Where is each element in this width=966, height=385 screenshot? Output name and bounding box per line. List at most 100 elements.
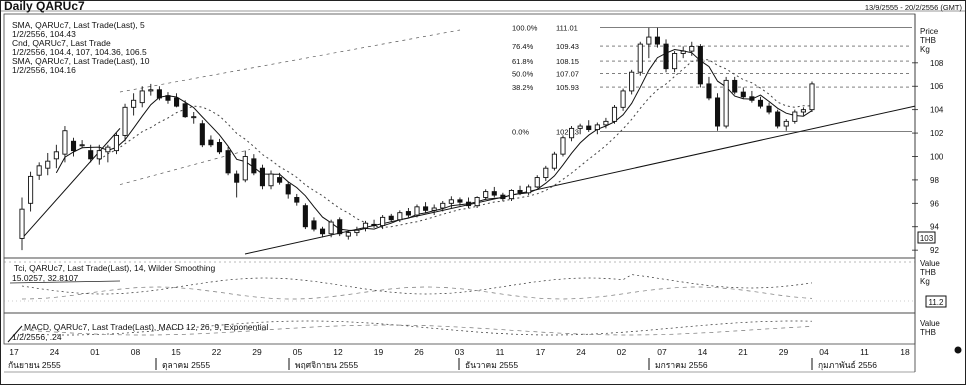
candlestick [654,27,660,48]
candlestick [28,171,34,212]
rally-trendline [21,128,121,239]
candlestick [637,41,643,76]
candlestick [440,200,446,212]
candlestick [182,100,188,118]
candlestick [354,226,360,237]
candlestick [62,126,68,163]
candlestick [96,144,102,165]
candle-body-up [620,90,626,108]
candlestick [534,175,540,189]
candle-body-up [362,222,369,229]
candle-body-up [646,36,652,45]
candle-body-up [380,216,386,227]
candle-body-down [319,228,326,235]
candlestick [294,193,300,206]
macd-panel-frame [3,312,916,345]
candlestick [242,150,248,183]
fibonacci-levels: 100.0% 111.01 76.4% 109.43 61.8% 108.15 50.0% 1… [512,24,912,137]
price-tick-label: 94 [930,223,939,232]
scroll-dot-icon[interactable] [954,346,962,354]
candle-body-down [405,211,411,216]
candle-body-up [431,207,437,211]
candle-body-up [19,208,25,239]
indicator-underline [9,280,121,284]
candle-body-up [543,167,549,179]
candle-body-up [328,221,334,235]
candlestick [732,76,738,95]
price-tick-label: 104 [930,106,944,115]
candle-body-up [680,50,686,54]
price-tick-label: 92 [930,246,939,255]
candle-body-down [500,194,506,200]
candle-body-down [174,97,180,107]
fib-level-value: 111.01 [556,24,578,33]
candlestick [594,122,600,135]
indicator-header-1: Value [920,259,940,268]
x-tick-label: 12 [333,347,343,357]
candlestick [251,154,257,176]
x-tick-label: 02 [617,347,627,357]
x-tick-label: 21 [738,347,748,357]
last-price-box [917,231,936,244]
candle-body-up [191,116,197,119]
indicator-last-box [925,295,947,308]
macd-lines [21,320,813,336]
candle-body-down [70,140,77,152]
candle-body-down [225,150,231,174]
fib-level-value: 105.93 [556,83,579,92]
candlestick [680,46,686,59]
candlestick [156,86,162,101]
candle-body-down [285,184,291,195]
x-tick-label: 11 [496,347,505,357]
macd-signal-line [21,324,813,336]
candle-body-down [423,206,429,211]
candlestick [319,226,326,238]
month-label: กุมภาพันธ์ 2556 [818,360,877,371]
candle-body-up [672,53,678,70]
fib-level-value: 108.15 [556,57,579,66]
candlestick [328,219,334,238]
candlestick [388,213,394,223]
candle-body-up [483,191,489,198]
x-tick-label: 24 [576,347,586,357]
legend-line-5: SMA, QARUc7, Last Trade(Last), 10 [12,56,150,66]
candlestick [800,107,806,116]
candlestick [234,170,240,198]
candlestick [629,69,635,95]
macd-header-1: Value [920,319,940,328]
candlestick [431,204,437,216]
candlestick [311,217,317,232]
candlestick [586,120,592,132]
candlestick [551,151,557,171]
price-axis: 92 94 96 98 100 102 104 106 108 [912,59,944,255]
month-label: ธันวาคม 2555 [465,360,518,370]
candlestick [526,184,532,196]
fib-level-value: 109.43 [556,42,579,51]
legend-line-2: 1/2/2556, 104.43 [12,29,76,39]
month-label: พฤศจิกายน 2555 [295,360,358,370]
candlestick [569,126,575,142]
price-axis-header-1: Price [920,27,939,36]
candle-body-up [397,212,403,221]
candlestick [603,117,609,129]
candlestick [706,76,712,101]
price-axis-header: Price THB Kg 103 [917,27,939,244]
candle-body-down [156,89,162,99]
candlestick [216,138,223,155]
candlestick [809,81,815,112]
candlestick [191,112,197,124]
x-tick-label: 18 [900,347,910,357]
candlestick [405,208,411,218]
candle-body-up [148,89,154,92]
candlestick [620,88,626,111]
candle-body-up [242,156,248,181]
candle-body-up [603,120,609,126]
candlestick [689,41,695,56]
x-tick-label: 29 [252,347,262,357]
candle-body-up [526,186,532,194]
indicator-header-3: Kg [920,277,930,286]
candle-body-up [611,106,618,122]
candle-body-up [345,232,351,237]
candle-body-up [96,150,102,160]
indicator-header-2: THB [920,268,936,277]
